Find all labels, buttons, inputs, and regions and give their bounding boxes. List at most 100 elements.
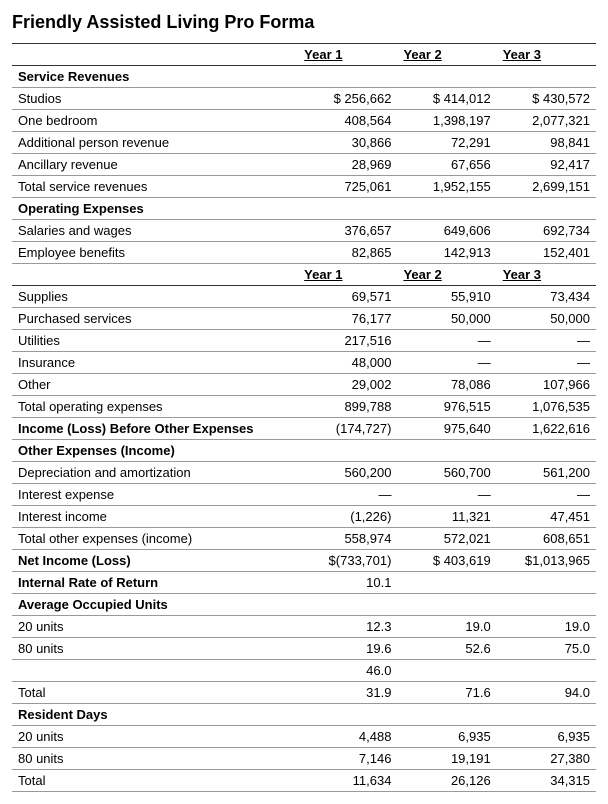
cell-value: 75.0 [497,638,596,660]
row-label: Total [12,770,298,792]
table-row: Ancillary revenue28,96967,65692,417 [12,154,596,176]
cell-value: 76,177 [298,308,397,330]
cell-value: 4,488 [298,726,397,748]
table-row: Interest income(1,226)11,32147,451 [12,506,596,528]
cell-value: 67,656 [397,154,496,176]
row-label: Additional person revenue [12,132,298,154]
cell-value: 11,321 [397,506,496,528]
row-label: Total service revenues [12,176,298,198]
table-row: Additional person revenue30,86672,29198,… [12,132,596,154]
cell-value: 29,002 [298,374,397,396]
table-row: Utilities217,516—— [12,330,596,352]
row-label: Total [12,682,298,704]
cell-value [397,660,496,682]
row-label: Ancillary revenue [12,154,298,176]
column-header: Year 2 [397,264,496,286]
cell-value: 19.6 [298,638,397,660]
table-row: 80 units19.652.675.0 [12,638,596,660]
cell-value: 107,966 [497,374,596,396]
cell-value: 30,866 [298,132,397,154]
cell-value [397,572,496,594]
row-label: Studios [12,88,298,110]
row-label: Supplies [12,286,298,308]
cell-value: 52.6 [397,638,496,660]
column-header: Year 3 [497,44,596,66]
cell-value: 11,634 [298,770,397,792]
row-label: 20 units [12,726,298,748]
table-row: Operating Expenses [12,198,596,220]
row-label: Insurance [12,352,298,374]
cell-value: (174,727) [298,418,397,440]
row-label: 80 units [12,638,298,660]
cell-value: 19.0 [397,616,496,638]
cell-value: 608,651 [497,528,596,550]
cell-value: 26,126 [397,770,496,792]
cell-value: $ 256,662 [298,88,397,110]
row-label: Net Income (Loss) [12,550,298,572]
cell-value: (1,226) [298,506,397,528]
table-row: Other29,00278,086107,966 [12,374,596,396]
cell-value: 1,076,535 [497,396,596,418]
cell-value: — [298,484,397,506]
table-row: Average Occupied Units [12,594,596,616]
table-row: 20 units12.319.019.0 [12,616,596,638]
row-label: Total other expenses (income) [12,528,298,550]
cell-value: $ 403,619 [397,550,496,572]
cell-value: 73,434 [497,286,596,308]
row-label: Depreciation and amortization [12,462,298,484]
cell-value: 50,000 [397,308,496,330]
table-row: 20 units4,4886,9356,935 [12,726,596,748]
row-label: Interest expense [12,484,298,506]
table-row: Studios$ 256,662$ 414,012$ 430,572 [12,88,596,110]
table-row: Depreciation and amortization560,200560,… [12,462,596,484]
cell-value: 572,021 [397,528,496,550]
cell-value: — [397,352,496,374]
row-label: One bedroom [12,110,298,132]
header-blank [12,264,298,286]
cell-value: 6,935 [497,726,596,748]
row-label: Income (Loss) Before Other Expenses [12,418,298,440]
row-label: Employee benefits [12,242,298,264]
cell-value: — [497,352,596,374]
cell-value: 82,865 [298,242,397,264]
cell-value: $(733,701) [298,550,397,572]
row-label [12,660,298,682]
cell-value: 152,401 [497,242,596,264]
table-row: Resident Days [12,704,596,726]
cell-value: 94.0 [497,682,596,704]
section-label: Other Expenses (Income) [12,440,298,462]
table-row: Internal Rate of Return10.1 [12,572,596,594]
row-label: Other [12,374,298,396]
proforma-table: Year 1Year 2Year 3Service RevenuesStudio… [12,43,596,792]
cell-value: 50,000 [497,308,596,330]
cell-value: — [397,330,496,352]
table-row: Year 1Year 2Year 3 [12,264,596,286]
table-row: Salaries and wages376,657649,606692,734 [12,220,596,242]
cell-value: — [497,484,596,506]
row-label: Utilities [12,330,298,352]
cell-value: 10.1 [298,572,397,594]
column-header: Year 1 [298,44,397,66]
cell-value: 976,515 [397,396,496,418]
cell-value: $ 430,572 [497,88,596,110]
table-row: Income (Loss) Before Other Expenses(174,… [12,418,596,440]
cell-value: 217,516 [298,330,397,352]
cell-value: 376,657 [298,220,397,242]
cell-value: 1,952,155 [397,176,496,198]
row-label: Internal Rate of Return [12,572,298,594]
table-row: Net Income (Loss)$(733,701)$ 403,619$1,0… [12,550,596,572]
cell-value: 47,451 [497,506,596,528]
cell-value: 6,935 [397,726,496,748]
page-title: Friendly Assisted Living Pro Forma [12,12,596,33]
row-label: 20 units [12,616,298,638]
cell-value: 78,086 [397,374,496,396]
cell-value: 561,200 [497,462,596,484]
cell-value: — [397,484,496,506]
row-label: Salaries and wages [12,220,298,242]
cell-value: $ 414,012 [397,88,496,110]
table-row: Total31.971.694.0 [12,682,596,704]
cell-value: 142,913 [397,242,496,264]
table-row: Total11,63426,12634,315 [12,770,596,792]
row-label: Interest income [12,506,298,528]
cell-value: 28,969 [298,154,397,176]
